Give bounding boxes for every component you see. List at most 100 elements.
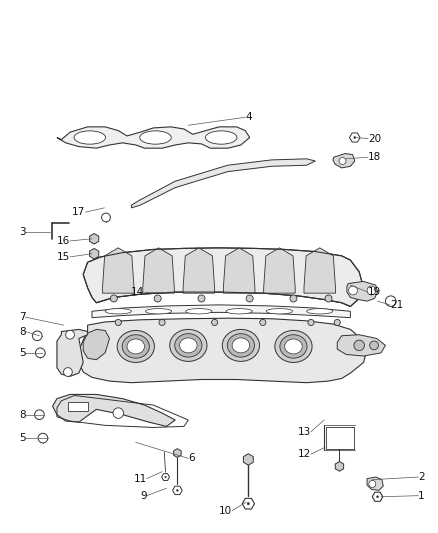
Circle shape: [212, 319, 218, 326]
Polygon shape: [347, 281, 378, 301]
Ellipse shape: [232, 338, 250, 353]
Ellipse shape: [74, 131, 106, 144]
Polygon shape: [350, 133, 360, 142]
Circle shape: [247, 503, 250, 505]
Polygon shape: [83, 329, 110, 360]
Ellipse shape: [180, 338, 197, 353]
Ellipse shape: [307, 309, 333, 314]
Text: 8: 8: [19, 410, 25, 419]
Circle shape: [369, 480, 376, 488]
Circle shape: [260, 319, 266, 326]
Text: 13: 13: [298, 427, 311, 437]
Text: 17: 17: [72, 207, 85, 217]
Circle shape: [115, 319, 121, 326]
Circle shape: [113, 408, 124, 418]
Circle shape: [38, 433, 48, 443]
Text: 3: 3: [19, 227, 25, 237]
Circle shape: [367, 286, 376, 295]
Polygon shape: [57, 127, 250, 148]
Polygon shape: [90, 248, 99, 259]
Polygon shape: [333, 154, 355, 168]
Circle shape: [102, 213, 110, 222]
Polygon shape: [264, 248, 295, 293]
Polygon shape: [242, 498, 254, 509]
Circle shape: [354, 340, 364, 351]
Polygon shape: [183, 248, 215, 293]
Circle shape: [325, 295, 332, 302]
Text: 19: 19: [368, 287, 381, 297]
Polygon shape: [53, 394, 175, 426]
Ellipse shape: [205, 131, 237, 144]
Circle shape: [385, 296, 396, 306]
Ellipse shape: [280, 335, 307, 358]
Text: 15: 15: [57, 252, 70, 262]
Text: 21: 21: [390, 300, 403, 310]
Text: 16: 16: [57, 236, 70, 246]
Ellipse shape: [145, 309, 172, 314]
Text: 11: 11: [134, 474, 147, 483]
Ellipse shape: [170, 329, 207, 361]
Ellipse shape: [222, 329, 259, 361]
Ellipse shape: [117, 330, 154, 362]
Text: 2: 2: [418, 472, 425, 482]
Circle shape: [159, 319, 165, 326]
Polygon shape: [173, 449, 181, 457]
Polygon shape: [102, 248, 134, 293]
Ellipse shape: [122, 335, 149, 358]
Circle shape: [334, 319, 340, 326]
Polygon shape: [143, 248, 174, 293]
Polygon shape: [372, 492, 383, 502]
Circle shape: [35, 410, 44, 419]
Circle shape: [354, 136, 356, 139]
Polygon shape: [90, 233, 99, 244]
Ellipse shape: [105, 309, 131, 314]
Circle shape: [64, 368, 72, 376]
Ellipse shape: [285, 339, 302, 354]
Circle shape: [290, 295, 297, 302]
Ellipse shape: [275, 330, 312, 362]
Circle shape: [32, 331, 42, 341]
Circle shape: [377, 496, 378, 498]
Ellipse shape: [266, 309, 293, 314]
Circle shape: [349, 286, 357, 295]
Circle shape: [308, 319, 314, 326]
Circle shape: [165, 477, 166, 478]
Circle shape: [177, 489, 178, 491]
Text: 4: 4: [245, 112, 252, 122]
Circle shape: [198, 295, 205, 302]
Polygon shape: [131, 159, 315, 208]
Polygon shape: [92, 305, 350, 318]
Text: 10: 10: [219, 506, 232, 515]
Text: 20: 20: [368, 134, 381, 143]
Polygon shape: [83, 248, 364, 306]
Text: 5: 5: [19, 433, 25, 443]
Polygon shape: [57, 329, 88, 376]
Circle shape: [66, 330, 74, 339]
Text: 18: 18: [368, 152, 381, 162]
Circle shape: [154, 295, 161, 302]
Ellipse shape: [175, 334, 202, 357]
Polygon shape: [79, 318, 368, 383]
Polygon shape: [162, 474, 170, 480]
Circle shape: [35, 348, 45, 358]
Text: 1: 1: [418, 491, 425, 500]
Polygon shape: [96, 284, 350, 306]
Polygon shape: [337, 335, 385, 356]
Polygon shape: [223, 248, 255, 293]
Text: 8: 8: [19, 327, 25, 336]
Ellipse shape: [227, 334, 254, 357]
Polygon shape: [367, 477, 383, 490]
Text: 5: 5: [19, 348, 25, 358]
Ellipse shape: [127, 339, 145, 354]
Circle shape: [110, 295, 117, 302]
Polygon shape: [68, 402, 88, 411]
Text: 12: 12: [298, 449, 311, 459]
Polygon shape: [244, 454, 253, 465]
Text: 6: 6: [188, 454, 195, 463]
Ellipse shape: [186, 309, 212, 314]
Circle shape: [370, 341, 378, 350]
Text: 9: 9: [140, 491, 147, 500]
Ellipse shape: [140, 131, 171, 144]
Polygon shape: [304, 248, 336, 293]
Polygon shape: [173, 486, 182, 495]
